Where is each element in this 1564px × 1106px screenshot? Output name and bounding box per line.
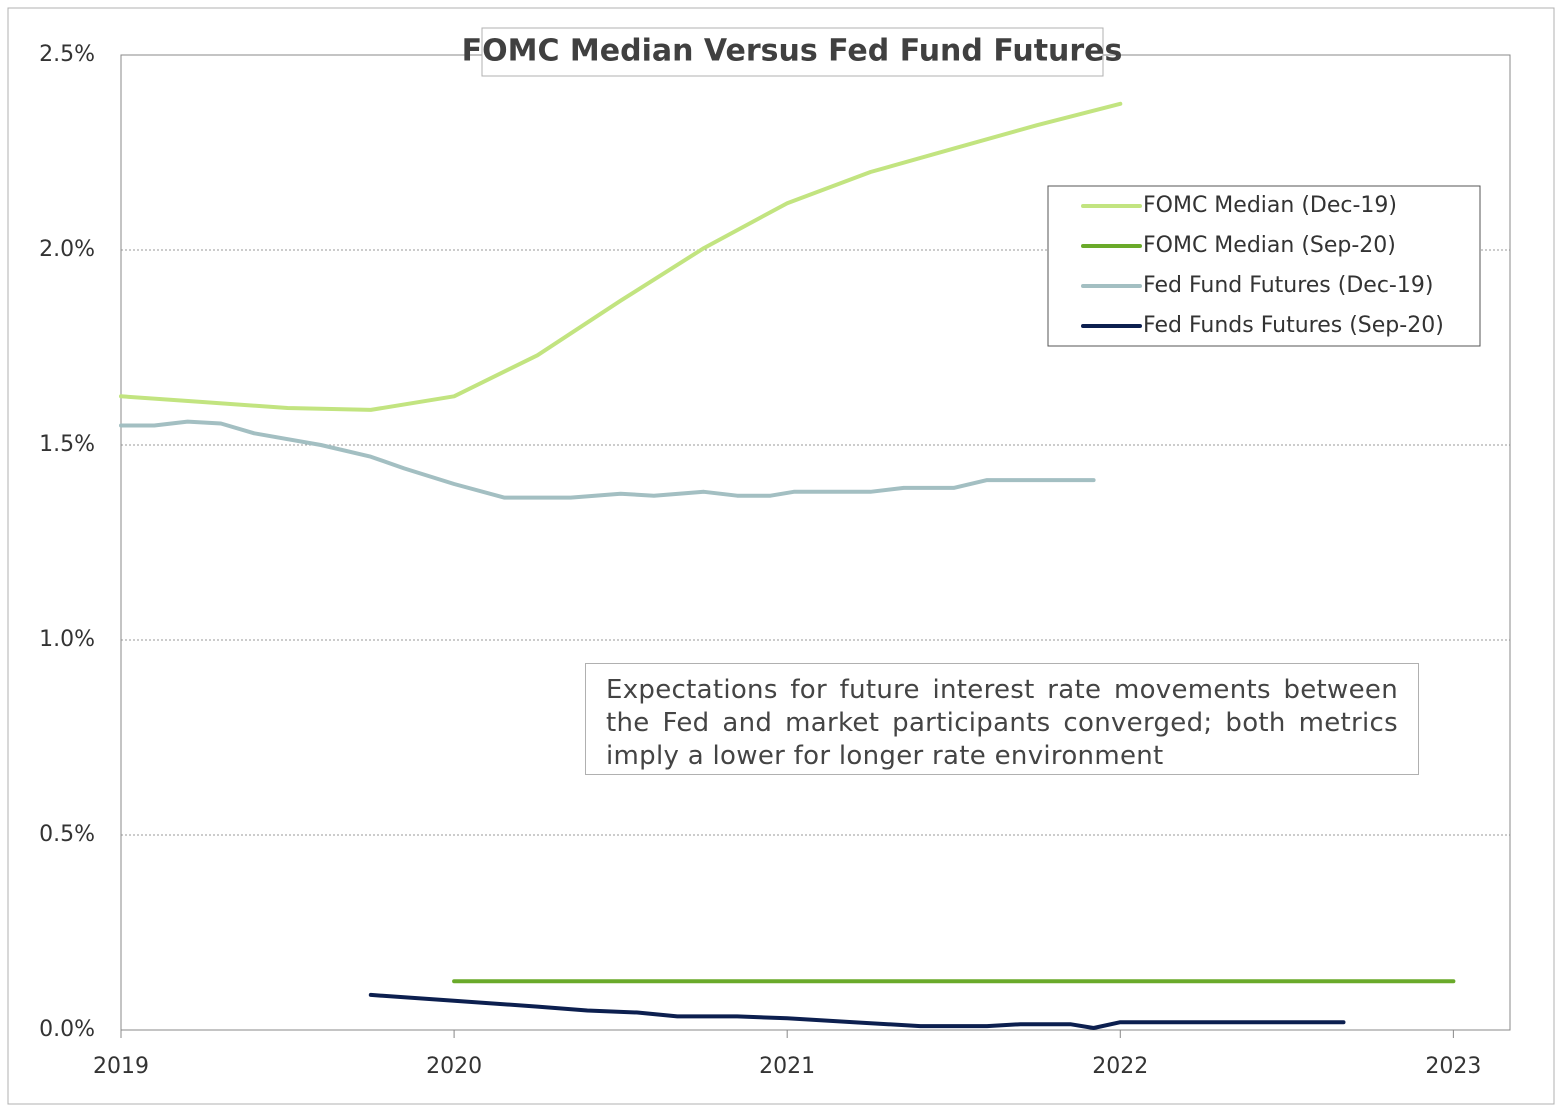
legend-label: FOMC Median (Sep-20) [1143,233,1396,258]
legend-label: FOMC Median (Dec-19) [1143,193,1397,218]
y-tick-label: 1.5% [39,432,95,457]
chart-border [7,7,1555,1105]
y-tick-label: 0.0% [39,1017,95,1042]
x-tick-label: 2020 [426,1054,482,1079]
legend-label: Fed Fund Futures (Dec-19) [1143,273,1433,298]
series-line [119,101,1123,412]
title-box [481,27,1104,77]
x-tick-label: 2023 [1425,1054,1481,1079]
x-tick-label: 2021 [759,1054,815,1079]
x-tick-label: 2019 [93,1054,149,1079]
chart-title: FOMC Median Versus Fed Fund Futures [462,34,1123,69]
series-line [368,992,1346,1030]
x-tick-label: 2022 [1092,1054,1148,1079]
legend-box [1047,185,1481,347]
y-tick-label: 2.5% [39,42,95,67]
series-line [119,419,1096,500]
legend-label: Fed Funds Futures (Sep-20) [1143,313,1444,338]
y-tick-label: 1.0% [39,627,95,652]
y-tick-label: 2.0% [39,237,95,262]
y-tick-label: 0.5% [39,822,95,847]
annotation: Expectations for future interest rate mo… [585,663,1419,775]
